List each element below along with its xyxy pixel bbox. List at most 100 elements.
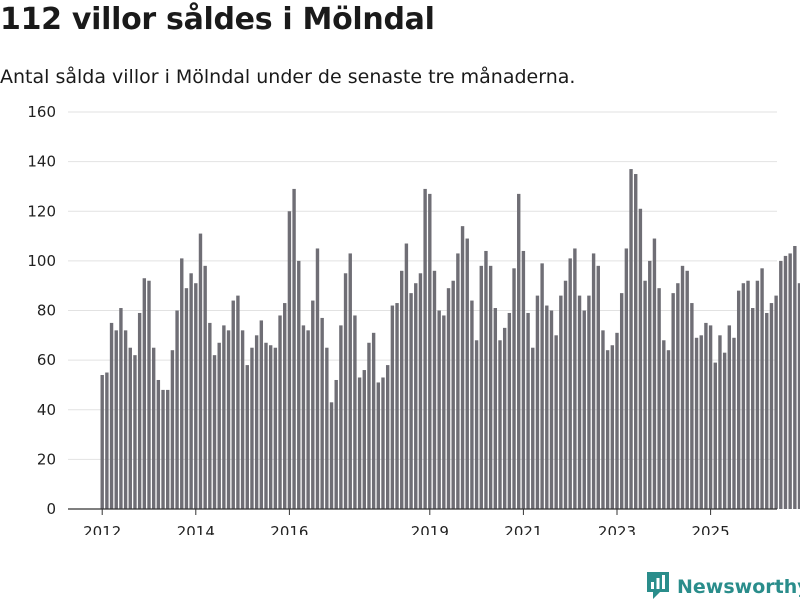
bar [414, 283, 417, 509]
brand-name: Newsworthy [677, 576, 800, 598]
bar [264, 343, 267, 509]
bar [283, 303, 286, 509]
bar [695, 338, 698, 509]
chart-subtitle: Antal sålda villor i Mölndal under de se… [0, 66, 575, 88]
bar [667, 350, 670, 509]
y-tick-label: 60 [37, 351, 56, 369]
bar [578, 296, 581, 509]
bar [522, 251, 525, 509]
bar [138, 313, 141, 509]
bar [129, 348, 132, 509]
bar [433, 271, 436, 509]
bar [709, 325, 712, 509]
bar [311, 301, 314, 509]
bar [405, 244, 408, 509]
bar [452, 281, 455, 509]
y-tick-label: 140 [27, 153, 56, 171]
bar [339, 325, 342, 509]
bar [335, 380, 338, 509]
bar [466, 239, 469, 509]
bar [349, 253, 352, 509]
bar [302, 325, 305, 509]
bar [648, 261, 651, 509]
bar [358, 377, 361, 509]
bar [409, 293, 412, 509]
bar [325, 348, 328, 509]
bar [461, 226, 464, 509]
bar [222, 325, 225, 509]
y-tick-label: 160 [27, 103, 56, 121]
bar [442, 315, 445, 509]
bar [185, 288, 188, 509]
y-tick-label: 120 [27, 202, 56, 220]
bar [157, 380, 160, 509]
bar [437, 311, 440, 510]
bar [737, 291, 740, 509]
bar [732, 338, 735, 509]
bar [161, 390, 164, 509]
gridlines [68, 112, 777, 459]
bar [297, 261, 300, 509]
bar [147, 281, 150, 509]
bar [700, 335, 703, 509]
bar [260, 320, 263, 509]
bar [587, 296, 590, 509]
bar [714, 363, 717, 509]
bar [573, 248, 576, 509]
bar [428, 194, 431, 509]
bar [470, 301, 473, 509]
bar [512, 268, 515, 509]
chart-title: 112 villor såldes i Mölndal [0, 2, 435, 37]
bar [718, 335, 721, 509]
newsworthy-brand[interactable]: Newsworthy [645, 570, 800, 604]
bar [353, 315, 356, 509]
bar [232, 301, 235, 509]
y-tick-label: 100 [27, 252, 56, 270]
bar [208, 323, 211, 509]
bar [241, 330, 244, 509]
bar [620, 293, 623, 509]
bar [540, 263, 543, 509]
bar [760, 268, 763, 509]
bar [498, 340, 501, 509]
bar [784, 256, 787, 509]
bar [330, 402, 333, 509]
bar [278, 315, 281, 509]
bar [756, 281, 759, 509]
bar [171, 350, 174, 509]
bar [770, 303, 773, 509]
bar [676, 283, 679, 509]
bar [536, 296, 539, 509]
bar [288, 211, 291, 509]
bar [779, 261, 782, 509]
bar [564, 281, 567, 509]
bar [494, 308, 497, 509]
bar [423, 189, 426, 509]
bar [203, 266, 206, 509]
bar [751, 308, 754, 509]
x-tick-label: 2019 [411, 523, 449, 535]
bar [611, 345, 614, 509]
bar [657, 288, 660, 509]
bar [686, 271, 689, 509]
bar [728, 325, 731, 509]
x-tick-label: 2012 [83, 523, 121, 535]
bar [765, 313, 768, 509]
bar [629, 169, 632, 509]
bar [662, 340, 665, 509]
chart-logo-icon [645, 570, 671, 604]
bar [634, 174, 637, 509]
bar [367, 343, 370, 509]
bar [292, 189, 295, 509]
bar [550, 311, 553, 510]
bar [344, 273, 347, 509]
bar [723, 353, 726, 509]
bar [788, 253, 791, 509]
bar [704, 323, 707, 509]
bar [583, 311, 586, 510]
bars [101, 169, 800, 509]
bar [269, 345, 272, 509]
bar [143, 278, 146, 509]
